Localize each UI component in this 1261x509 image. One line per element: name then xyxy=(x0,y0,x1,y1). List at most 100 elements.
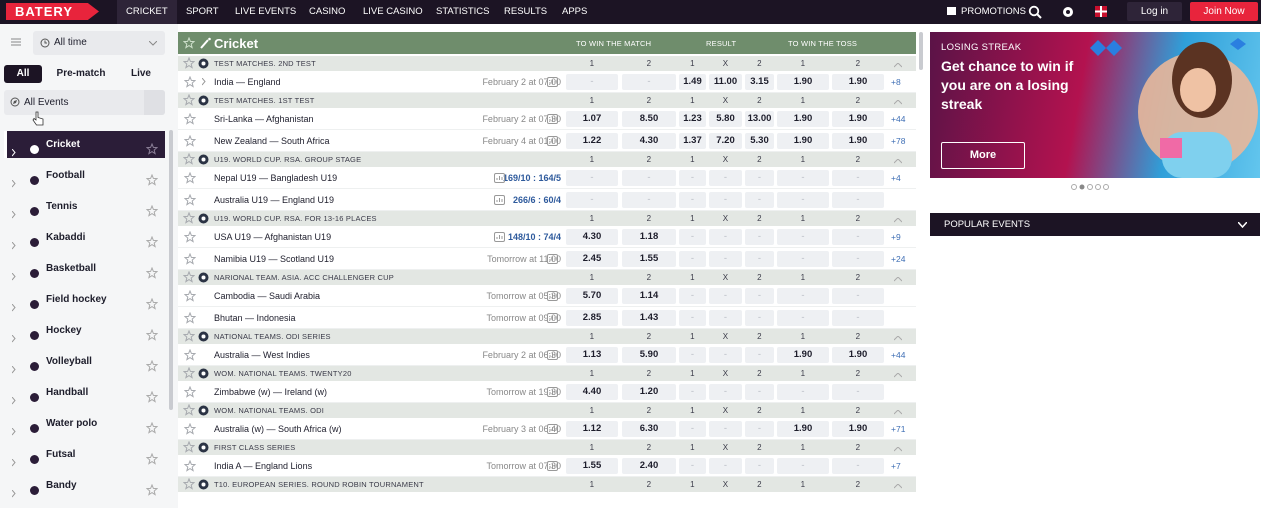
star-icon[interactable] xyxy=(183,193,197,208)
star-icon[interactable] xyxy=(183,422,197,437)
odds-cell[interactable]: 2.85 xyxy=(566,310,618,326)
league-name[interactable]: NARIONAL TEAM. ASIA. ACC CHALLENGER CUP xyxy=(214,273,394,282)
league-name[interactable]: T10. EUROPEAN SERIES. ROUND ROBIN TOURNA… xyxy=(214,480,424,489)
stats-icon[interactable] xyxy=(547,461,558,473)
stats-icon[interactable] xyxy=(494,195,505,207)
stats-icon[interactable] xyxy=(547,254,558,266)
sport-label[interactable]: Bandy xyxy=(46,480,77,491)
carousel-dots[interactable] xyxy=(1070,183,1120,191)
nav-item[interactable]: LIVE EVENTS xyxy=(235,6,297,17)
odds-cell[interactable]: 1.13 xyxy=(566,347,618,363)
tab[interactable]: All xyxy=(4,65,42,83)
sport-item[interactable]: Handball xyxy=(4,379,165,406)
collapse-icon[interactable] xyxy=(893,334,903,343)
star-icon[interactable] xyxy=(183,112,197,127)
collapse-icon[interactable] xyxy=(893,371,903,380)
more-markets[interactable]: +24 xyxy=(891,254,906,264)
odds-cell[interactable]: 1.55 xyxy=(566,458,618,474)
odds-cell[interactable]: 1.90 xyxy=(777,421,829,437)
sport-item[interactable]: Basketball xyxy=(4,255,165,282)
odds-cell[interactable]: 1.90 xyxy=(777,111,829,127)
match-row[interactable]: Bhutan — Indonesia Tomorrow at 09:00 2.85 1… xyxy=(178,307,916,329)
league-name[interactable]: NATIONAL TEAMS. ODI SERIES xyxy=(214,332,331,341)
odds-cell[interactable]: 8.50 xyxy=(622,111,676,127)
star-icon[interactable] xyxy=(183,252,197,267)
star-icon[interactable] xyxy=(145,170,159,197)
star-icon[interactable] xyxy=(182,152,196,167)
period-select[interactable]: All time xyxy=(33,31,165,55)
sport-item[interactable]: Kabaddi xyxy=(4,224,165,251)
odds-cell[interactable]: 5.80 xyxy=(709,111,742,127)
odds-cell[interactable]: 1.37 xyxy=(679,133,706,149)
league-name[interactable]: TEST MATCHES. 2ND TEST xyxy=(214,59,316,68)
stats-icon[interactable] xyxy=(547,77,558,89)
league-name[interactable]: WOM. NATIONAL TEAMS. TWENTY20 xyxy=(214,369,352,378)
collapse-icon[interactable] xyxy=(893,98,903,107)
collapse-icon[interactable] xyxy=(893,275,903,284)
match-row[interactable]: Cambodia — Saudi Arabia Tomorrow at 05:30… xyxy=(178,285,916,307)
match-row[interactable]: India — England February 2 at 07:00- -1.49… xyxy=(178,71,916,93)
stats-icon[interactable] xyxy=(547,387,558,399)
collapse-icon[interactable] xyxy=(893,482,903,491)
odds-cell[interactable]: 1.90 xyxy=(832,133,884,149)
market-label[interactable]: RESULT xyxy=(706,39,737,48)
nav-item[interactable]: SPORT xyxy=(186,6,219,17)
sport-label[interactable]: Water polo xyxy=(46,418,98,429)
collapse-icon[interactable] xyxy=(893,61,903,70)
odds-cell[interactable]: 1.23 xyxy=(679,111,706,127)
odds-cell[interactable]: 4.40 xyxy=(566,384,618,400)
sport-label[interactable]: Basketball xyxy=(46,263,97,274)
match-teams[interactable]: Cambodia — Saudi Arabia xyxy=(214,291,321,301)
match-teams[interactable]: Australia — West Indies xyxy=(214,350,310,360)
stats-icon[interactable] xyxy=(547,114,558,126)
odds-cell[interactable]: 1.18 xyxy=(622,229,676,245)
odds-cell[interactable]: 11.00 xyxy=(709,74,742,90)
promotions-label[interactable]: PROMOTIONS xyxy=(961,6,1026,17)
sport-label[interactable]: Kabaddi xyxy=(46,232,86,243)
sport-item[interactable]: Cricket xyxy=(4,131,165,158)
star-icon[interactable] xyxy=(183,230,197,245)
stats-icon[interactable] xyxy=(547,424,558,436)
popular-events[interactable]: POPULAR EVENTS xyxy=(930,213,1260,236)
star-icon[interactable] xyxy=(145,449,159,476)
star-icon[interactable] xyxy=(183,348,197,363)
sport-label[interactable]: Futsal xyxy=(46,449,76,460)
odds-cell[interactable]: 1.90 xyxy=(777,74,829,90)
match-teams[interactable]: USA U19 — Afghanistan U19 xyxy=(214,232,332,242)
star-icon[interactable] xyxy=(145,232,159,259)
star-icon[interactable] xyxy=(182,477,196,492)
settings-icon[interactable] xyxy=(1061,5,1075,19)
sport-label[interactable]: Tennis xyxy=(46,201,78,212)
more-markets[interactable]: +8 xyxy=(891,77,901,87)
match-teams[interactable]: Nepal U19 — Bangladesh U19 xyxy=(214,173,338,183)
search-icon[interactable] xyxy=(1028,5,1042,19)
match-row[interactable]: Nepal U19 — Bangladesh U19 169/10 : 164/5… xyxy=(178,167,916,189)
stats-icon[interactable] xyxy=(547,350,558,362)
odds-cell[interactable]: 1.55 xyxy=(622,251,676,267)
sport-label[interactable]: Handball xyxy=(46,387,89,398)
odds-cell[interactable]: 2.40 xyxy=(622,458,676,474)
odds-cell[interactable]: 1.90 xyxy=(832,347,884,363)
odds-cell[interactable]: 2.45 xyxy=(566,251,618,267)
collapse-icon[interactable] xyxy=(893,408,903,417)
star-icon[interactable] xyxy=(183,311,197,326)
odds-cell[interactable]: 1.90 xyxy=(832,74,884,90)
more-markets[interactable]: +9 xyxy=(891,232,901,242)
login-button[interactable]: Log in xyxy=(1127,2,1182,21)
star-icon[interactable] xyxy=(183,134,197,149)
nav-item[interactable]: CASINO xyxy=(309,6,346,17)
star-icon[interactable] xyxy=(145,294,159,321)
odds-cell[interactable]: 3.15 xyxy=(745,74,774,90)
star-icon[interactable] xyxy=(182,93,196,108)
match-row[interactable]: USA U19 — Afghanistan U19 148/10 : 74/4 4.… xyxy=(178,226,916,248)
events-filter[interactable]: All Events xyxy=(4,90,165,115)
sport-item[interactable]: Volleyball xyxy=(4,348,165,375)
filter-icon[interactable] xyxy=(11,38,21,46)
sport-item[interactable]: Futsal xyxy=(4,441,165,468)
odds-cell[interactable]: 13.00 xyxy=(745,111,774,127)
odds-cell[interactable]: 1.43 xyxy=(622,310,676,326)
market-label[interactable]: TO WIN THE TOSS xyxy=(788,39,858,48)
promotions[interactable]: PROMOTIONS xyxy=(947,0,1026,24)
odds-cell[interactable]: 5.70 xyxy=(566,288,618,304)
star-icon[interactable] xyxy=(182,440,196,455)
